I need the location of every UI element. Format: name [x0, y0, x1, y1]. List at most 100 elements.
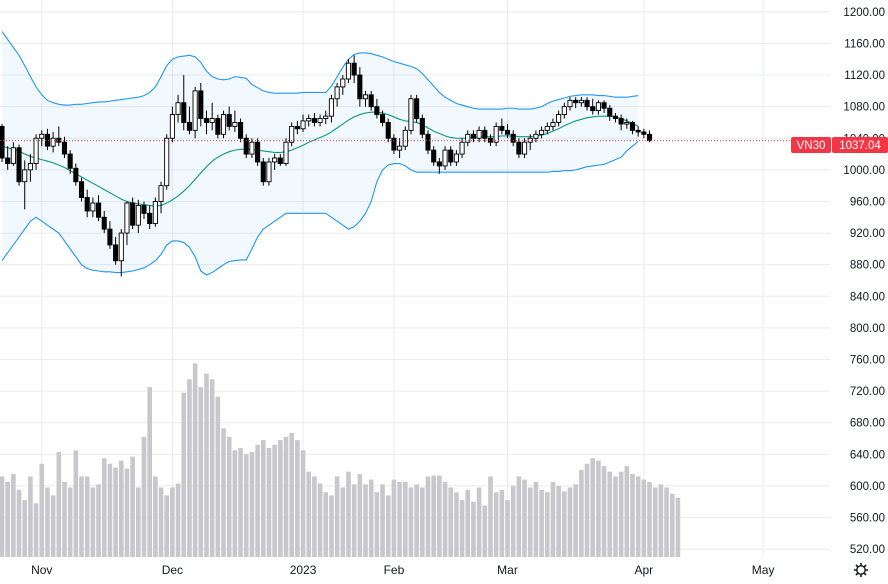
- candle: [78, 177, 85, 202]
- candle: [130, 197, 136, 230]
- volume-bar: [153, 476, 158, 557]
- volume-bar: [107, 463, 113, 557]
- candle-body: [215, 118, 221, 135]
- volume-bar: [243, 454, 249, 557]
- bollinger-bands: [1, 31, 639, 276]
- volume-bar: [96, 484, 101, 557]
- candle: [96, 195, 102, 222]
- candle: [504, 124, 511, 139]
- candle-body: [158, 185, 164, 202]
- candle-body: [482, 129, 488, 139]
- candle: [192, 86, 198, 139]
- candle: [550, 118, 556, 131]
- volume-bar: [130, 456, 135, 557]
- candle-body: [561, 106, 567, 116]
- candle-body: [340, 78, 346, 88]
- candle-body: [357, 74, 363, 100]
- candle: [629, 120, 636, 135]
- volume-bar: [170, 487, 175, 557]
- candle-body: [164, 137, 170, 187]
- last-price-label: 1037.04: [839, 140, 881, 152]
- candle-body: [408, 98, 414, 131]
- candle-body: [402, 129, 408, 147]
- volume-bar: [113, 467, 118, 557]
- candle: [391, 134, 397, 155]
- candle: [345, 59, 352, 83]
- candle-body: [624, 122, 630, 125]
- price-tick-label: 1080.00: [843, 102, 885, 114]
- time-axis[interactable]: Nov Dec 2023 Feb Mar Apr May: [31, 563, 774, 577]
- volume-bar: [28, 476, 33, 557]
- candle: [522, 138, 528, 159]
- price-axis[interactable]: 520.00 560.00 600.00 640.00 680.00 720.00 760.…: [843, 7, 885, 556]
- candle: [544, 122, 550, 135]
- volume-bar: [431, 475, 436, 557]
- candle: [300, 114, 306, 132]
- symbol-label: VN30: [797, 140, 826, 152]
- candle: [186, 106, 192, 135]
- candle: [27, 154, 33, 182]
- volume-bar: [482, 505, 488, 557]
- candle: [624, 118, 630, 129]
- candle: [607, 105, 613, 121]
- candle: [408, 94, 414, 135]
- candle: [209, 102, 215, 131]
- price-tick-label: 720.00: [850, 386, 885, 398]
- candle-body: [135, 204, 141, 226]
- candle-body: [16, 147, 22, 183]
- candle-body: [385, 122, 391, 139]
- candle: [397, 138, 403, 159]
- candle: [90, 197, 96, 218]
- volume-bar: [624, 466, 630, 557]
- volume-bar: [232, 450, 238, 557]
- time-tick-label: Feb: [384, 563, 405, 577]
- volume-bar: [323, 492, 329, 557]
- volume-bar: [584, 463, 590, 557]
- volume-bar: [363, 484, 368, 557]
- volume-bar: [385, 495, 391, 557]
- candle: [152, 197, 158, 227]
- volume-bar: [289, 432, 294, 557]
- volume-bar: [187, 379, 192, 557]
- candle-body: [311, 118, 317, 123]
- volume-bar: [300, 450, 306, 557]
- volume-bar: [516, 476, 522, 557]
- candle-body: [641, 131, 647, 135]
- volume-bar: [590, 458, 596, 557]
- volume-bar: [0, 476, 5, 557]
- candle-body: [584, 99, 590, 108]
- candle: [311, 112, 317, 127]
- candle: [573, 97, 579, 109]
- candle-body: [0, 125, 5, 159]
- price-tick-label: 920.00: [850, 228, 885, 240]
- volume-bar: [510, 485, 516, 557]
- time-tick-label: Dec: [162, 563, 183, 577]
- candle-body: [130, 202, 136, 226]
- volume-bar: [533, 481, 539, 557]
- volume-bar: [476, 487, 482, 557]
- candlesticks: [0, 55, 653, 277]
- candle-body: [618, 118, 624, 125]
- volume-bar: [79, 476, 84, 557]
- volume-bar: [402, 481, 408, 557]
- candle-body: [260, 161, 266, 183]
- volume-bar: [5, 481, 10, 557]
- candle: [476, 126, 482, 143]
- volume-bar: [295, 440, 300, 557]
- candle-body: [232, 122, 238, 127]
- candle: [249, 138, 255, 159]
- gear-icon[interactable]: [853, 562, 869, 578]
- volume-bar: [391, 479, 397, 557]
- candle-body: [67, 153, 73, 169]
- candle-body: [266, 161, 272, 183]
- volume-bar: [118, 460, 124, 557]
- candle-body: [533, 133, 539, 139]
- candle: [198, 82, 204, 127]
- volume-bar: [664, 487, 669, 557]
- candle-body: [436, 161, 442, 167]
- candle: [556, 110, 562, 127]
- candle: [601, 100, 607, 113]
- price-tick-label: 1160.00: [844, 38, 885, 50]
- volume-bar: [90, 487, 96, 557]
